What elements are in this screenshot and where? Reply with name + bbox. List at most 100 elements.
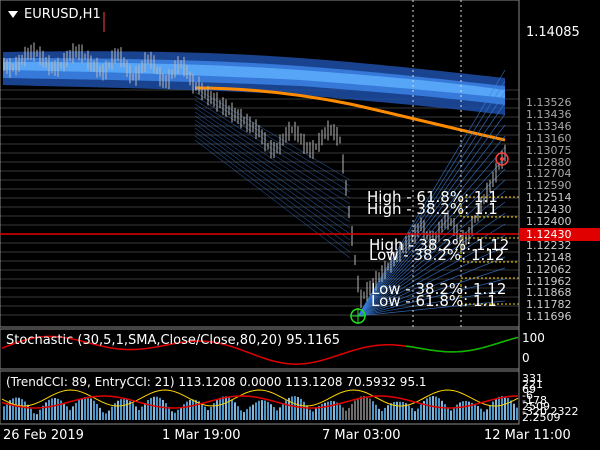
cci-bar <box>375 404 377 420</box>
cci-bar <box>195 399 197 420</box>
fan-line <box>194 91 351 187</box>
cci-bar <box>6 402 8 420</box>
cci-bar <box>42 405 44 420</box>
price-level-label: 1.13346 <box>526 119 572 133</box>
cci-bar <box>114 403 116 420</box>
cci-bar <box>423 401 425 420</box>
cci-bar <box>12 398 14 420</box>
cci-bar <box>27 404 29 420</box>
cci-bar <box>87 397 89 420</box>
fan-line <box>357 168 506 317</box>
cci-entry-line <box>1 395 519 409</box>
cci-bar <box>387 405 389 420</box>
fan-line <box>194 119 351 229</box>
cci-bar <box>468 401 470 420</box>
fan-line <box>357 146 506 317</box>
fib-level-lines <box>0 89 519 316</box>
cci-bar <box>3 406 5 420</box>
cci-bar <box>96 403 98 420</box>
fan-line <box>357 234 506 317</box>
fan-line <box>357 201 506 317</box>
cci-bar <box>408 405 410 420</box>
cci-bar <box>180 407 182 420</box>
price-level-label: 1.13160 <box>526 131 572 145</box>
cci-bar <box>159 397 161 420</box>
cci-bar <box>279 407 281 420</box>
cci-bar <box>9 400 11 420</box>
symbol-header[interactable]: EURUSD,H1 <box>8 7 101 22</box>
cci-bar <box>129 400 131 420</box>
cci-bar <box>111 406 113 420</box>
cci-bar <box>315 408 317 420</box>
cci-bar <box>306 405 308 420</box>
fan-line <box>357 124 506 317</box>
fib-box-lower <box>460 277 520 305</box>
cci-bar <box>102 412 104 420</box>
cci-bar <box>33 413 35 420</box>
cci-bar <box>246 409 248 420</box>
cci-scale-label: 69 <box>522 383 536 396</box>
cci-bar <box>324 402 326 420</box>
stochastic-title: Stochastic (30,5,1,SMA,Close/Close,80,20… <box>6 333 340 348</box>
fan-line <box>194 99 351 199</box>
cci-bar <box>330 400 332 420</box>
cci-bar <box>381 410 383 420</box>
cci-bar <box>171 411 173 420</box>
cci-bar <box>393 401 395 420</box>
price-level-label: 1.12514 <box>526 191 572 205</box>
cci-bar <box>264 400 266 420</box>
cci-bar <box>90 398 92 420</box>
price-level-label: 1.13075 <box>526 143 572 157</box>
fan-line <box>194 111 351 217</box>
cci-bar <box>432 396 434 420</box>
cci-bar <box>342 407 344 420</box>
cci-bar <box>45 402 47 420</box>
fan-line <box>194 139 351 259</box>
cci-bar <box>369 398 371 420</box>
cci-bar <box>498 396 500 420</box>
cci-bar <box>231 399 233 420</box>
cci-bar <box>336 402 338 420</box>
cci-bar <box>273 407 275 420</box>
cci-bar <box>192 399 194 420</box>
cci-bar <box>501 396 503 420</box>
fan-line <box>357 300 506 317</box>
cci-bar <box>120 399 122 420</box>
cci-bar <box>480 408 482 420</box>
cci-bar <box>150 397 152 420</box>
cci-bar <box>288 397 290 420</box>
fan-line <box>357 157 506 317</box>
cci-bar <box>108 410 110 420</box>
cci-bar <box>462 401 464 420</box>
cci-bar <box>75 402 77 420</box>
cci-bar <box>48 399 50 420</box>
cci-bar <box>210 406 212 420</box>
fan-line <box>194 115 351 223</box>
fan-line <box>194 87 351 181</box>
cci-bar <box>297 396 299 420</box>
time-label-1: 26 Feb 2019 <box>3 428 84 443</box>
cci-bar <box>204 406 206 420</box>
fan-line <box>357 113 506 317</box>
price-level-label: 1.11782 <box>526 298 572 312</box>
cci-bar <box>513 403 515 420</box>
cci-scale-label: 2.2509 <box>522 410 561 424</box>
cci-scale-label: -320.2322 <box>522 405 579 418</box>
cci-bar <box>483 411 485 420</box>
cci-bar <box>504 396 506 420</box>
cci-bar <box>414 411 416 420</box>
cci-bar <box>183 404 185 420</box>
dropdown-triangle-icon[interactable] <box>8 11 18 18</box>
cci-bar <box>258 400 260 420</box>
cci-bar <box>177 409 179 420</box>
fan-line <box>357 212 506 317</box>
price-level-label: 1.13436 <box>526 107 572 121</box>
price-level-label: 1.11868 <box>526 286 572 300</box>
swing-high-marker <box>495 152 509 166</box>
cci-bar <box>186 401 188 420</box>
cci-bar <box>309 409 311 420</box>
cci-bar <box>402 402 404 420</box>
cci-bar <box>60 400 62 420</box>
cci-bar <box>24 401 26 420</box>
